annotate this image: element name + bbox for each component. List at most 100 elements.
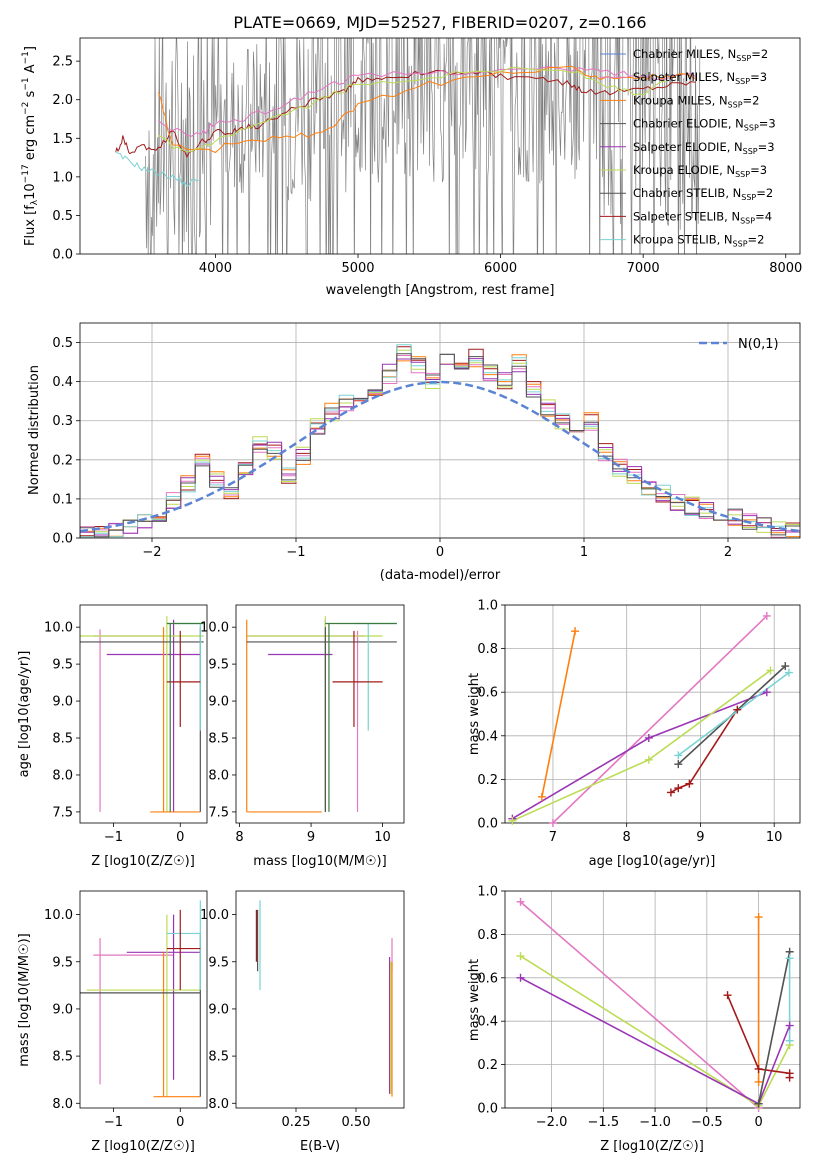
y-tick-label: 2.0	[52, 93, 73, 108]
plot-area-1	[80, 323, 800, 538]
plus-marker	[516, 973, 525, 982]
x-tick-label: 8000	[769, 261, 802, 276]
y-tick-label: 9.5	[208, 658, 229, 673]
y-tick-label: 0.6	[477, 971, 498, 986]
y-tick-label: 1.0	[477, 885, 498, 900]
plus-marker	[644, 755, 653, 764]
axes-frame	[504, 604, 801, 824]
y-tick-label: 0.8	[477, 642, 498, 657]
legend-label: Salpeter STELIB, NSSP=4	[633, 209, 772, 225]
y-tick-label: 0.4	[477, 729, 498, 744]
legend-label: Kroupa ELODIE, NSSP=3	[633, 163, 767, 179]
chart-title: PLATE=0669, MJD=52527, FIBERID=0207, z=0…	[233, 13, 646, 32]
y-tick-label: 0.0	[52, 248, 73, 263]
gaussian-curve	[80, 380, 800, 533]
y-tick-label: 0.0	[52, 532, 73, 547]
plus-marker	[674, 760, 683, 769]
y-tick-label: 0.2	[477, 1058, 498, 1073]
y-tick-label: 0.0	[477, 817, 498, 832]
y-tick-label: 8.5	[52, 732, 73, 747]
y-tick-label: 9.5	[208, 955, 229, 970]
plot-area-7	[505, 891, 800, 1108]
y-tick-label: 8.0	[208, 1097, 229, 1112]
axes-frame	[235, 604, 405, 824]
x-tick-label: 7	[549, 830, 557, 845]
legend-label: Kroupa MILES, NSSP=2	[633, 93, 759, 109]
x-tick-label: 10	[374, 830, 391, 845]
y-tick-label: 1.5	[52, 132, 73, 147]
legend-label: Chabrier ELODIE, NSSP=3	[633, 117, 776, 133]
plus-marker	[785, 1036, 794, 1045]
plus-marker	[784, 668, 793, 677]
y-tick-label: 8.5	[208, 1050, 229, 1065]
x-tick-label: 0	[436, 545, 444, 560]
x-tick-label: 8	[235, 830, 243, 845]
x-tick-label: 10	[766, 830, 783, 845]
histogram-steps	[80, 353, 800, 538]
y-tick-label: 10.0	[44, 908, 73, 923]
axes-frame	[79, 604, 208, 824]
weight-line	[757, 951, 791, 1104]
y-axis-label: mass weight	[467, 959, 482, 1041]
x-tick-label: 2	[724, 545, 732, 560]
y-tick-label: 0.0	[477, 1102, 498, 1117]
plus-marker	[571, 627, 580, 636]
x-axis-label: Z [log10(Z/Z☉)]	[91, 1139, 195, 1154]
plot-area-6	[255, 900, 393, 1097]
y-axis-label: Flux [fλ10−17 erg cm−2 s−1 A−1]	[21, 46, 40, 246]
model-spectrum-line	[158, 66, 667, 153]
y-tick-label: 9.5	[52, 658, 73, 673]
y-axis-label: mass [log10(M/M☉)]	[17, 933, 32, 1066]
y-tick-label: 0.5	[52, 336, 73, 351]
plus-marker	[754, 913, 763, 922]
x-axis-label: E(B-V)	[300, 1139, 340, 1154]
y-tick-label: 10.0	[44, 621, 73, 636]
x-tick-label: −1	[104, 830, 123, 845]
y-tick-label: 0.2	[477, 773, 498, 788]
x-tick-label: 1	[580, 545, 588, 560]
x-tick-label: 0.50	[342, 1115, 371, 1130]
y-tick-label: 0.8	[477, 928, 498, 943]
plus-marker	[785, 1073, 794, 1082]
y-tick-label: 10.0	[200, 621, 229, 636]
plus-marker	[685, 779, 694, 788]
y-tick-label: 0.1	[52, 492, 73, 507]
axes-frame	[79, 322, 801, 539]
plus-marker	[674, 751, 683, 760]
x-tick-label: 9	[696, 830, 704, 845]
x-tick-label: −1.5	[588, 1115, 620, 1130]
weight-line	[541, 631, 576, 797]
plus-marker	[754, 1064, 763, 1073]
x-axis-label: wavelength [Angstrom, rest frame]	[326, 283, 555, 298]
plus-marker	[781, 662, 790, 671]
x-tick-label: 6000	[484, 261, 517, 276]
plus-marker	[723, 991, 732, 1000]
plot-area-5	[80, 900, 201, 1098]
plus-marker	[508, 816, 517, 825]
plus-marker	[666, 788, 675, 797]
y-tick-label: 0.5	[52, 209, 73, 224]
x-tick-label: 4000	[199, 261, 232, 276]
plus-marker	[766, 666, 775, 675]
legend-label: Chabrier STELIB, NSSP=2	[633, 186, 773, 202]
axes-frame	[504, 890, 801, 1109]
model-spectrum-line	[157, 65, 696, 154]
plot-area-4	[505, 605, 800, 823]
y-tick-label: 9.0	[208, 1002, 229, 1017]
y-tick-label: 10.0	[200, 908, 229, 923]
x-axis-label: mass [log10(M/M☉)]	[253, 854, 386, 869]
axes-frame	[79, 37, 801, 255]
weight-line	[552, 615, 768, 823]
x-tick-label: −0.5	[691, 1115, 723, 1130]
x-tick-label: 7000	[627, 261, 660, 276]
plus-marker	[785, 1021, 794, 1030]
plus-marker	[674, 784, 683, 793]
plus-marker	[548, 819, 557, 827]
model-spectrum-line	[158, 65, 696, 137]
x-tick-label: −1	[286, 545, 305, 560]
y-axis-label: mass weight	[467, 673, 482, 755]
axes-frame	[235, 890, 405, 1109]
x-tick-label: −1	[104, 1115, 123, 1130]
y-tick-label: 0.2	[52, 453, 73, 468]
